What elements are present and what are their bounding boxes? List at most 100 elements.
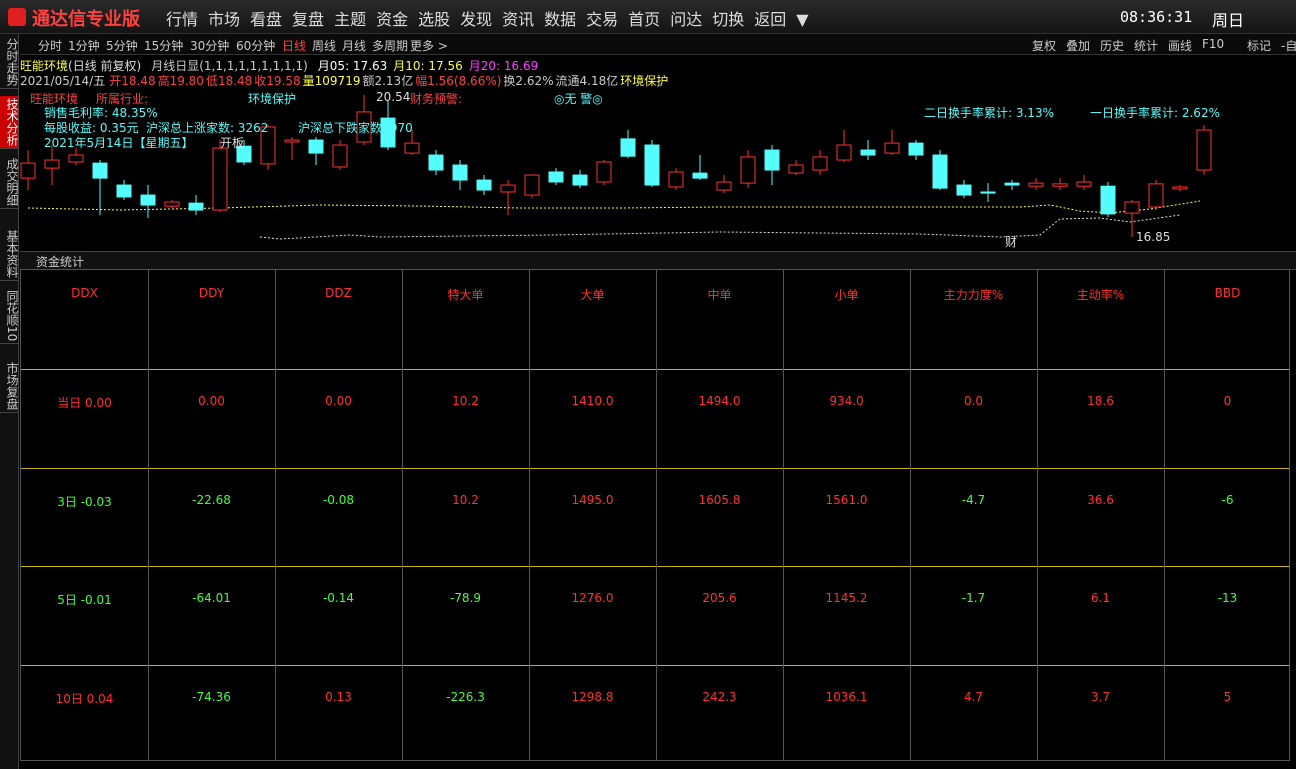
period-tab[interactable]: 15分钟 xyxy=(144,39,184,53)
row-line xyxy=(21,566,1289,567)
table-cell: 1410.0 xyxy=(571,394,614,408)
candle-body xyxy=(20,162,36,179)
row-line xyxy=(21,665,1289,666)
table-cell: 3.7 xyxy=(1090,690,1111,704)
menu-item[interactable]: 问达 xyxy=(670,10,703,29)
period-tab[interactable]: 60分钟 xyxy=(236,39,276,53)
period-tab[interactable]: 5分钟 xyxy=(106,39,138,53)
table-cell: -6 xyxy=(1221,493,1234,507)
table-cell: 934.0 xyxy=(829,394,864,408)
side-tab[interactable]: 技术分析 xyxy=(0,96,19,149)
chart-note: 每股收益: 0.35元 xyxy=(44,120,139,135)
candle-body xyxy=(452,164,468,181)
menu-item[interactable]: 复盘 xyxy=(292,10,325,29)
menu-item[interactable]: 数据 xyxy=(544,10,577,29)
info-line: 2021/05/14/五 开18.48 高19.80 低18.48 收19.58 量109… xyxy=(20,72,670,89)
table-cell: 0.00 xyxy=(325,394,352,408)
menu-item[interactable]: 行情 xyxy=(166,10,199,29)
row-line xyxy=(21,468,1289,469)
column-line xyxy=(1164,270,1165,760)
candle-body xyxy=(428,154,444,171)
table-cell: 0.0 xyxy=(963,394,984,408)
column-header: 大单 xyxy=(580,288,605,302)
candle-body xyxy=(524,174,540,196)
column-header: 主动率% xyxy=(1076,288,1125,302)
menu-item[interactable]: 主题 xyxy=(334,10,367,29)
chart-note: ◎无 警◎ xyxy=(554,91,603,106)
candle-body xyxy=(500,184,516,193)
chart-note: 一日换手率累计: 2.62% xyxy=(1090,105,1220,120)
candle-body xyxy=(212,147,228,211)
candle-body xyxy=(956,184,972,196)
period-tab[interactable]: 1分钟 xyxy=(68,39,100,53)
side-tab[interactable]: 市场复盘 xyxy=(0,360,19,413)
menu-item[interactable]: 市场 xyxy=(208,10,241,29)
menu-item[interactable]: 资金 xyxy=(376,10,409,29)
table-cell: 6.1 xyxy=(1090,591,1111,605)
menu-item[interactable]: 选股 xyxy=(418,10,451,29)
tool-button[interactable]: 叠加 xyxy=(1066,39,1091,53)
candle-body xyxy=(1028,182,1044,187)
tool-button[interactable]: F10 xyxy=(1202,37,1225,51)
ma-value: 月10: 17.56 xyxy=(393,59,463,73)
candle-body xyxy=(668,171,684,188)
side-tab[interactable]: 同花顺10 xyxy=(0,288,19,345)
candle-body xyxy=(1100,185,1116,215)
menu-item[interactable]: ▼ xyxy=(796,10,809,29)
table-cell: 10.2 xyxy=(452,493,479,507)
menu-item[interactable]: 看盘 xyxy=(250,10,283,29)
candle-body xyxy=(188,202,204,211)
table-cell: 1494.0 xyxy=(698,394,741,408)
menu-item[interactable]: 首页 xyxy=(628,10,661,29)
quote-field: 量109719 xyxy=(302,74,361,88)
ma-line xyxy=(27,200,1201,214)
menu-item[interactable]: 资讯 xyxy=(502,10,535,29)
quote-field: 开18.48 xyxy=(109,74,156,88)
tool-button[interactable]: 历史 xyxy=(1100,39,1125,53)
menu-item[interactable]: 切换 xyxy=(712,10,745,29)
table-cell: 当日 0.00 xyxy=(57,396,112,410)
candle-body xyxy=(1196,129,1212,171)
tool-button[interactable]: 标记 xyxy=(1247,39,1272,53)
tool-button[interactable]: 复权 xyxy=(1032,39,1057,53)
table-cell: 1145.2 xyxy=(825,591,868,605)
candle-body xyxy=(596,161,612,183)
table-cell: 205.6 xyxy=(702,591,737,605)
candle-body xyxy=(548,171,564,183)
period-tab[interactable]: 30分钟 xyxy=(190,39,230,53)
table-cell: -0.14 xyxy=(322,591,355,605)
candle-body xyxy=(620,138,636,157)
chart-note: 财务预警: xyxy=(410,91,462,106)
candle-body xyxy=(380,117,396,148)
menu-item[interactable]: 发现 xyxy=(460,10,493,29)
column-line xyxy=(1037,270,1038,760)
candle-body xyxy=(44,159,60,169)
side-tab[interactable]: 基本资料 xyxy=(0,228,19,281)
tool-button[interactable]: 统计 xyxy=(1134,39,1159,53)
period-tab[interactable]: 分时 xyxy=(38,39,63,53)
quote-field: 低18.48 xyxy=(205,74,253,88)
column-header: DDZ xyxy=(325,286,352,300)
menu-item[interactable]: 返回 xyxy=(754,10,787,29)
panel-header: 资金统计 xyxy=(20,251,1296,270)
side-tab[interactable]: 分时走势 xyxy=(0,36,19,89)
menu-item[interactable]: 交易 xyxy=(586,10,619,29)
tool-button[interactable]: -自选 xyxy=(1281,39,1296,53)
ma-value: 月05: 17.63 xyxy=(317,59,388,73)
period-tab[interactable]: 更多 > xyxy=(410,39,448,53)
candle-body xyxy=(572,174,588,186)
side-tab[interactable]: 成交明细 xyxy=(0,156,19,209)
title-bar: 通达信专业版 行情 市场 看盘 复盘 主题 资金 选股 发现 资讯 数据 交易 首页 问达 切换 返回 ▼ 0… xyxy=(0,0,1296,34)
tool-button[interactable]: 画线 xyxy=(1168,39,1193,53)
period-tab[interactable]: 月线 xyxy=(342,39,367,53)
period-tab[interactable]: 日线 xyxy=(282,39,307,53)
indicator: 月线日显(1,1,1,1,1,1,1,1,1) xyxy=(151,59,308,73)
weekday: 周日 xyxy=(1212,11,1245,30)
table-cell: 1036.1 xyxy=(825,690,868,704)
period-tab[interactable]: 周线 xyxy=(312,39,337,53)
quote-field: 额2.13亿 xyxy=(362,74,414,88)
quote-field: 幅1.56(8.66%) xyxy=(415,74,502,88)
candle-body xyxy=(284,139,300,143)
chart-mode: (日线 前复权) xyxy=(68,59,142,73)
period-tab[interactable]: 多周期 xyxy=(372,39,409,53)
